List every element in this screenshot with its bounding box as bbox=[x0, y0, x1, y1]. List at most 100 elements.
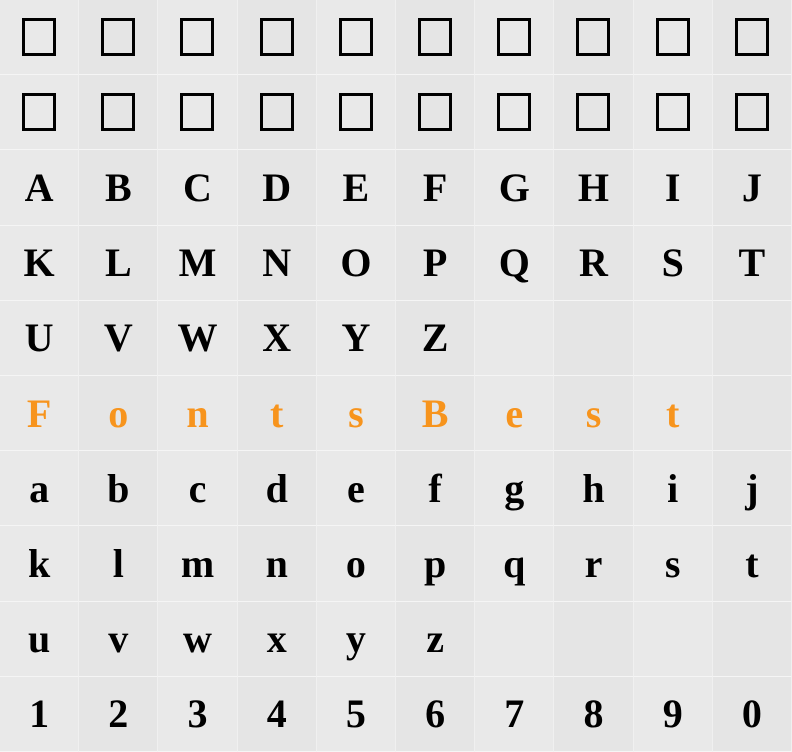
glyph-cell bbox=[634, 75, 713, 150]
glyph-cell: t bbox=[634, 376, 713, 451]
missing-glyph-box bbox=[656, 93, 690, 131]
missing-glyph-box bbox=[101, 18, 135, 56]
glyph-char: 5 bbox=[346, 690, 366, 737]
glyph-char: 3 bbox=[187, 690, 207, 737]
glyph-cell: O bbox=[317, 226, 396, 301]
glyph-cell: A bbox=[0, 150, 79, 225]
glyph-cell: e bbox=[317, 451, 396, 526]
glyph-char: a bbox=[29, 465, 49, 512]
glyph-cell: j bbox=[713, 451, 792, 526]
glyph-char: t bbox=[666, 390, 679, 437]
glyph-cell bbox=[713, 75, 792, 150]
missing-glyph-box bbox=[735, 93, 769, 131]
glyph-char: N bbox=[262, 239, 291, 286]
glyph-cell bbox=[713, 376, 792, 451]
missing-glyph-box bbox=[418, 18, 452, 56]
glyph-grid: ABCDEFGHIJKLMNOPQRSTUVWXYZFontsBestabcde… bbox=[0, 0, 792, 752]
glyph-char: F bbox=[27, 390, 51, 437]
glyph-char: i bbox=[667, 465, 678, 512]
missing-glyph-box bbox=[180, 18, 214, 56]
missing-glyph-box bbox=[260, 93, 294, 131]
glyph-cell bbox=[158, 75, 237, 150]
glyph-char: X bbox=[262, 314, 291, 361]
glyph-char: I bbox=[665, 164, 681, 211]
glyph-cell: K bbox=[0, 226, 79, 301]
glyph-cell: l bbox=[79, 526, 158, 601]
glyph-cell: B bbox=[396, 376, 475, 451]
glyph-cell: b bbox=[79, 451, 158, 526]
glyph-char: 8 bbox=[583, 690, 603, 737]
glyph-cell: M bbox=[158, 226, 237, 301]
glyph-cell: I bbox=[634, 150, 713, 225]
glyph-cell: x bbox=[238, 602, 317, 677]
glyph-cell bbox=[317, 75, 396, 150]
glyph-char: W bbox=[177, 314, 217, 361]
glyph-char: Q bbox=[499, 239, 530, 286]
glyph-char: V bbox=[104, 314, 133, 361]
glyph-char: c bbox=[189, 465, 207, 512]
glyph-cell bbox=[554, 75, 633, 150]
glyph-cell: 7 bbox=[475, 677, 554, 752]
glyph-cell: T bbox=[713, 226, 792, 301]
glyph-char: u bbox=[28, 615, 50, 662]
glyph-cell bbox=[0, 0, 79, 75]
glyph-char: S bbox=[662, 239, 684, 286]
glyph-cell: f bbox=[396, 451, 475, 526]
glyph-cell: 4 bbox=[238, 677, 317, 752]
glyph-cell: 9 bbox=[634, 677, 713, 752]
glyph-cell: 5 bbox=[317, 677, 396, 752]
glyph-cell: F bbox=[0, 376, 79, 451]
missing-glyph-box bbox=[101, 93, 135, 131]
glyph-char: J bbox=[742, 164, 762, 211]
glyph-cell: g bbox=[475, 451, 554, 526]
glyph-cell bbox=[396, 0, 475, 75]
glyph-cell bbox=[554, 0, 633, 75]
glyph-char: B bbox=[422, 390, 449, 437]
glyph-char: 0 bbox=[742, 690, 762, 737]
glyph-cell: z bbox=[396, 602, 475, 677]
glyph-cell: c bbox=[158, 451, 237, 526]
glyph-cell: q bbox=[475, 526, 554, 601]
glyph-cell bbox=[475, 75, 554, 150]
glyph-cell bbox=[475, 602, 554, 677]
glyph-cell: u bbox=[0, 602, 79, 677]
glyph-cell bbox=[475, 301, 554, 376]
glyph-char: C bbox=[183, 164, 212, 211]
glyph-char: t bbox=[270, 390, 283, 437]
glyph-cell: 1 bbox=[0, 677, 79, 752]
glyph-cell: U bbox=[0, 301, 79, 376]
glyph-cell bbox=[79, 0, 158, 75]
glyph-char: b bbox=[107, 465, 129, 512]
missing-glyph-box bbox=[22, 18, 56, 56]
glyph-cell: 0 bbox=[713, 677, 792, 752]
glyph-char: y bbox=[346, 615, 366, 662]
glyph-cell: R bbox=[554, 226, 633, 301]
glyph-cell bbox=[238, 75, 317, 150]
glyph-cell bbox=[634, 602, 713, 677]
glyph-cell bbox=[554, 602, 633, 677]
missing-glyph-box bbox=[180, 93, 214, 131]
glyph-cell: C bbox=[158, 150, 237, 225]
glyph-char: D bbox=[262, 164, 291, 211]
glyph-cell: r bbox=[554, 526, 633, 601]
glyph-cell: m bbox=[158, 526, 237, 601]
glyph-cell bbox=[396, 75, 475, 150]
glyph-cell: G bbox=[475, 150, 554, 225]
glyph-char: s bbox=[665, 540, 681, 587]
glyph-char: e bbox=[347, 465, 365, 512]
glyph-char: s bbox=[586, 390, 602, 437]
missing-glyph-box bbox=[339, 18, 373, 56]
glyph-char: t bbox=[745, 540, 758, 587]
glyph-char: H bbox=[578, 164, 609, 211]
glyph-char: E bbox=[343, 164, 370, 211]
glyph-cell: S bbox=[634, 226, 713, 301]
glyph-cell: X bbox=[238, 301, 317, 376]
glyph-char: G bbox=[499, 164, 530, 211]
glyph-cell: p bbox=[396, 526, 475, 601]
glyph-cell: V bbox=[79, 301, 158, 376]
glyph-cell: J bbox=[713, 150, 792, 225]
glyph-char: j bbox=[745, 465, 758, 512]
glyph-char: h bbox=[582, 465, 604, 512]
glyph-cell: F bbox=[396, 150, 475, 225]
glyph-char: m bbox=[181, 540, 214, 587]
